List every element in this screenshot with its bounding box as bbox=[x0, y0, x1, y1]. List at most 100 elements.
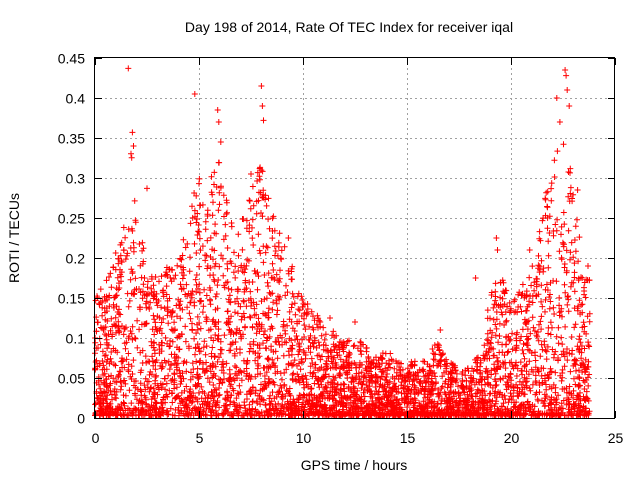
data-point bbox=[217, 139, 224, 145]
data-point bbox=[198, 395, 205, 402]
data-point bbox=[128, 266, 135, 273]
data-point bbox=[240, 297, 247, 304]
data-point bbox=[380, 388, 387, 395]
data-point bbox=[493, 325, 500, 332]
data-point bbox=[216, 391, 223, 398]
data-point bbox=[527, 387, 534, 394]
data-point bbox=[534, 411, 541, 418]
data-point bbox=[216, 404, 223, 411]
data-point bbox=[274, 368, 281, 375]
data-point bbox=[294, 293, 301, 300]
data-point bbox=[299, 297, 306, 303]
data-point bbox=[292, 412, 299, 419]
data-point bbox=[211, 278, 218, 285]
data-point bbox=[398, 390, 405, 397]
data-point bbox=[150, 295, 157, 302]
data-point bbox=[152, 399, 159, 406]
data-point bbox=[138, 407, 145, 414]
data-point bbox=[309, 324, 316, 331]
data-point bbox=[169, 338, 176, 345]
data-point bbox=[101, 388, 108, 395]
y-tick-label: 0.35 bbox=[58, 131, 85, 147]
data-point bbox=[209, 191, 216, 198]
data-point bbox=[218, 361, 225, 368]
data-point bbox=[211, 247, 218, 254]
data-point bbox=[494, 365, 501, 372]
data-point bbox=[424, 400, 431, 407]
data-point bbox=[264, 279, 271, 286]
data-point bbox=[178, 378, 185, 385]
data-point bbox=[283, 339, 290, 346]
data-point bbox=[348, 379, 355, 386]
data-point bbox=[330, 402, 337, 409]
data-point bbox=[365, 353, 372, 360]
data-point bbox=[439, 383, 446, 390]
data-point bbox=[519, 281, 526, 288]
data-point bbox=[417, 406, 424, 413]
data-point bbox=[542, 308, 548, 315]
data-point bbox=[112, 347, 119, 354]
data-point bbox=[442, 411, 449, 418]
data-point bbox=[200, 344, 207, 351]
data-point bbox=[576, 234, 583, 241]
data-point bbox=[540, 400, 547, 407]
data-point bbox=[118, 358, 125, 365]
data-point bbox=[182, 338, 189, 345]
data-point bbox=[361, 386, 368, 393]
data-point bbox=[583, 388, 590, 395]
data-point bbox=[196, 235, 203, 242]
data-point bbox=[580, 319, 587, 326]
data-point bbox=[173, 384, 180, 391]
data-point bbox=[107, 387, 114, 394]
data-point bbox=[517, 359, 524, 366]
data-point bbox=[280, 352, 287, 359]
data-point bbox=[289, 301, 296, 308]
data-point bbox=[235, 286, 242, 293]
data-point bbox=[481, 397, 488, 404]
data-point bbox=[306, 323, 313, 330]
data-point bbox=[277, 332, 284, 339]
data-point bbox=[123, 412, 130, 419]
data-point bbox=[264, 335, 271, 342]
data-point bbox=[265, 216, 272, 223]
data-point bbox=[386, 397, 392, 403]
data-point bbox=[234, 325, 240, 332]
data-point bbox=[513, 373, 520, 379]
data-point bbox=[137, 289, 144, 296]
data-point bbox=[473, 367, 480, 374]
data-point bbox=[274, 307, 281, 314]
data-point bbox=[414, 369, 421, 376]
data-point bbox=[226, 292, 233, 299]
data-point bbox=[235, 252, 242, 259]
data-point bbox=[234, 408, 241, 415]
data-point bbox=[428, 369, 435, 376]
data-point bbox=[568, 239, 575, 246]
data-point bbox=[272, 248, 279, 254]
data-point bbox=[142, 353, 149, 360]
data-point bbox=[428, 386, 435, 393]
data-point bbox=[415, 409, 422, 416]
data-point bbox=[235, 391, 242, 398]
data-point bbox=[265, 305, 272, 312]
data-point bbox=[126, 333, 133, 340]
data-point bbox=[542, 212, 549, 219]
data-point bbox=[536, 389, 543, 396]
x-axis-label: GPS time / hours bbox=[301, 457, 408, 473]
data-point bbox=[213, 184, 220, 190]
data-point bbox=[200, 303, 207, 310]
data-point bbox=[529, 314, 536, 321]
data-point bbox=[357, 396, 364, 403]
data-point bbox=[177, 281, 184, 288]
data-point bbox=[259, 168, 266, 175]
data-point bbox=[335, 344, 342, 351]
data-point bbox=[97, 385, 104, 392]
data-point bbox=[187, 220, 194, 227]
data-point bbox=[496, 391, 503, 398]
data-point bbox=[333, 349, 340, 356]
data-point bbox=[273, 271, 280, 278]
data-point bbox=[318, 332, 325, 339]
data-point bbox=[162, 334, 169, 341]
data-point bbox=[535, 291, 542, 298]
data-point bbox=[506, 337, 513, 344]
data-point bbox=[383, 401, 389, 408]
